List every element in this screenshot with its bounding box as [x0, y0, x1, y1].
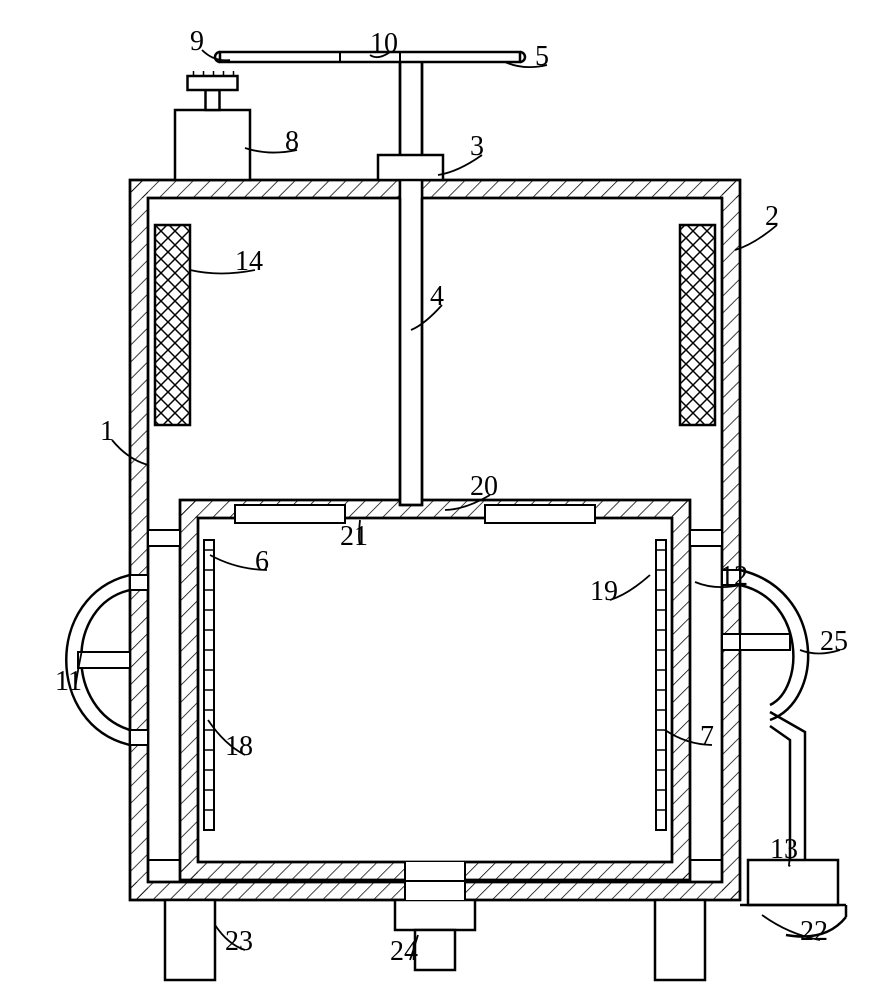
part-label-22: 22: [800, 916, 828, 947]
part-label-19: 19: [590, 576, 618, 607]
part-label-6: 6: [255, 546, 269, 577]
part-label-10: 10: [370, 28, 398, 59]
part-label-9: 9: [190, 26, 204, 57]
part-label-20: 20: [470, 471, 498, 502]
part-label-2: 2: [765, 201, 779, 232]
part-label-12: 12: [720, 561, 748, 592]
part-label-8: 8: [285, 126, 299, 157]
part-label-18: 18: [225, 731, 253, 762]
part-label-4: 4: [430, 281, 444, 312]
part-label-13: 13: [770, 834, 798, 865]
part-label-23: 23: [225, 926, 253, 957]
part-label-1: 1: [100, 416, 114, 447]
part-label-14: 14: [235, 246, 263, 277]
part-label-21: 21: [340, 521, 368, 552]
part-label-3: 3: [470, 131, 484, 162]
part-label-11: 11: [55, 666, 82, 697]
part-label-24: 24: [390, 936, 418, 967]
part-label-5: 5: [535, 41, 549, 72]
part-label-7: 7: [700, 721, 714, 752]
part-label-25: 25: [820, 626, 848, 657]
